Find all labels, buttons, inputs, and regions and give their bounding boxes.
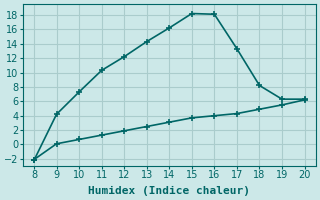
X-axis label: Humidex (Indice chaleur): Humidex (Indice chaleur): [88, 186, 250, 196]
